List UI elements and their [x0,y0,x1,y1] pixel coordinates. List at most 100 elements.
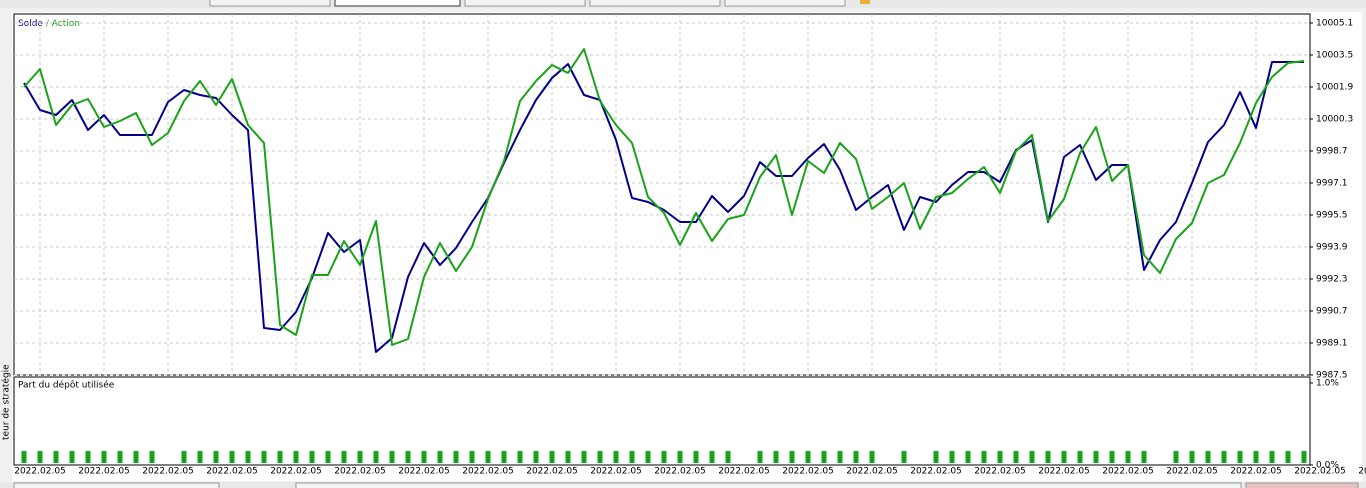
bar [997,451,1003,463]
bar [965,451,971,463]
x-tick-label: 2022.02.05 [846,467,898,477]
tab[interactable] [464,0,586,7]
bar [405,451,411,463]
x-tick-label: 2022.02.05 [782,467,834,477]
side-label: teur de stratégie [1,364,12,440]
bar [981,451,987,463]
bar [37,451,43,463]
bar [181,451,187,463]
bar [1109,451,1115,463]
y-tick-label: 9989.1 [1316,339,1348,349]
bar [357,451,363,463]
bar [1269,451,1275,463]
y-tick-label: 1.0% [1316,379,1339,389]
y-tick-label: 0.0% [1316,461,1339,471]
legend-entry: Solde [18,19,43,29]
bar [325,451,331,463]
bar [1045,451,1051,463]
bar [821,451,827,463]
bar [597,451,603,463]
x-tick-label: 2022.02.05 [142,467,194,477]
bar [949,451,955,463]
bar [149,451,155,463]
bar [309,451,315,463]
bar [1125,451,1131,463]
plot-frame [13,376,1311,466]
legend-separator: / [43,19,52,29]
bar [373,451,379,463]
bar [1141,451,1147,463]
legend: Solde / Action [18,19,80,29]
bar [869,451,875,463]
bar [453,451,459,463]
bar [1253,451,1259,463]
tab[interactable] [209,0,331,7]
bar [245,451,251,463]
y-tick-label: 9992.3 [1316,275,1348,285]
bar [229,451,235,463]
bar [757,451,763,463]
bar [581,451,587,463]
y-tick-label: 10005.1 [1316,19,1353,29]
tab[interactable] [13,482,220,488]
bar [1301,451,1307,463]
tab[interactable] [334,0,461,7]
bar [1205,451,1211,463]
tab[interactable] [589,0,721,7]
y-tick-label: 10003.5 [1316,51,1353,61]
tab[interactable] [724,0,846,7]
x-tick-label: 2022.02.05 [590,467,642,477]
bar [341,451,347,463]
series-line [23,48,1305,346]
progress [1245,482,1359,488]
bar [389,451,395,463]
bar [101,451,107,463]
series-line [23,61,1304,353]
bar [629,451,635,463]
bar [1093,451,1099,463]
bar [1077,451,1083,463]
bar [53,451,59,463]
bar [437,451,443,463]
bar [485,451,491,463]
x-tick-label: 2022.02.05 [526,467,578,477]
bar [661,451,667,463]
bar [197,451,203,463]
tab[interactable] [295,482,1242,488]
bar [1029,451,1035,463]
y-tick-label: 10001.9 [1316,83,1353,93]
bar [469,451,475,463]
x-tick-label: 2022.02.05 [1294,467,1346,477]
bar [133,451,139,463]
x-tick-label: 2022.02.05 [654,467,706,477]
y-tick-label: 10000.3 [1316,115,1353,125]
bar [1061,451,1067,463]
legend-entry: Action [52,19,80,29]
y-tick-label: 9998.7 [1316,147,1348,157]
bar [1013,451,1019,463]
bar [85,451,91,463]
bar [725,451,731,463]
y-tick-label: 9987.5 [1316,371,1348,381]
bar [1285,451,1291,463]
bar [901,451,907,463]
bar [517,451,523,463]
bar [261,451,267,463]
bar [645,451,651,463]
bar [565,451,571,463]
x-tick-label: 2022.02.05 [1102,467,1154,477]
x-tick-label: 2022.02.05 [1230,467,1282,477]
x-tick-label: 2022.02.05 [1166,467,1218,477]
bar [549,451,555,463]
bar [293,451,299,463]
x-tick-label: 2022.02.05 [206,467,258,477]
bar [421,451,427,463]
x-tick-label: 2022.02.05 [974,467,1026,477]
bar [21,451,27,463]
bar [693,451,699,463]
bar [613,451,619,463]
bar [69,451,75,463]
x-tick-label: 2022.02.05 [334,467,386,477]
